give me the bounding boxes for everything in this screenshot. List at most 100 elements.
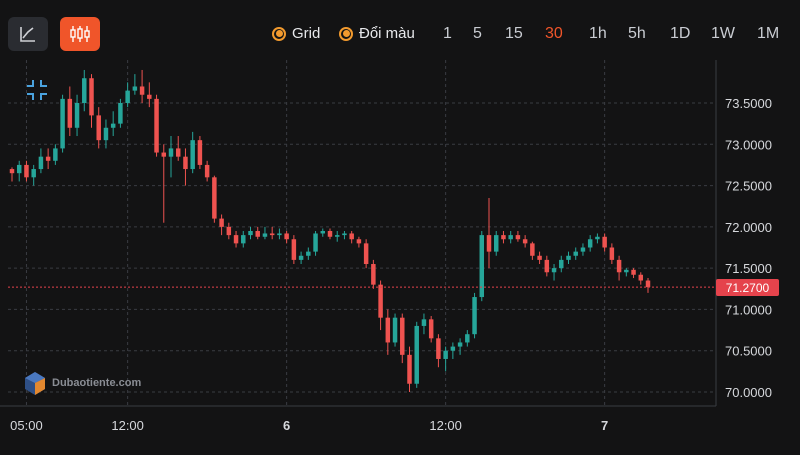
timeframe-15[interactable]: 15: [505, 25, 523, 42]
candle: [378, 284, 383, 318]
line-chart-icon: [20, 27, 35, 42]
candle: [67, 98, 73, 128]
candle: [356, 239, 362, 244]
candle: [414, 325, 419, 384]
candle: [219, 218, 224, 227]
candle: [197, 140, 203, 165]
candle: [624, 269, 629, 273]
candle: [298, 255, 304, 260]
timeframe-1[interactable]: 1: [443, 25, 452, 42]
candle: [522, 239, 528, 244]
candle: [472, 297, 477, 335]
grid-toggle[interactable]: Grid: [272, 25, 320, 42]
candle: [407, 354, 412, 384]
candle: [486, 235, 492, 252]
candle: [147, 94, 152, 99]
y-tick-label: 70.5000: [725, 344, 772, 359]
candle: [400, 317, 405, 355]
x-tick-label: 05:00: [10, 418, 43, 433]
candle: [241, 235, 246, 244]
fullscreen-icon[interactable]: [25, 78, 49, 102]
candle: [306, 251, 311, 256]
candle: [580, 247, 586, 252]
timeframe-1w[interactable]: 1W: [711, 25, 735, 42]
candle: [284, 233, 289, 240]
candle: [277, 233, 282, 236]
candle: [154, 98, 159, 153]
timeframe-30[interactable]: 30: [545, 25, 563, 42]
candle: [183, 156, 188, 170]
candle: [60, 98, 65, 149]
candle: [479, 235, 485, 298]
candle: [566, 255, 571, 260]
candle: [74, 103, 80, 128]
candlestick-button[interactable]: [60, 17, 100, 51]
candle: [24, 164, 29, 178]
color-radio-icon: [339, 26, 353, 41]
timeframe-5h[interactable]: 5h: [628, 25, 646, 42]
chart-toolbar: Grid Đổi màu 1 5 15 30 1h 5h 1D 1W 1M: [0, 0, 800, 70]
timeframe-5[interactable]: 5: [473, 25, 482, 42]
candle: [16, 164, 22, 174]
y-tick-label: 72.5000: [725, 179, 772, 194]
candle: [537, 255, 542, 260]
candle: [631, 269, 636, 275]
color-toggle[interactable]: Đổi màu: [339, 25, 415, 42]
y-tick-label: 73.5000: [725, 96, 772, 111]
candle: [53, 148, 58, 161]
candle: [465, 334, 470, 343]
candle: [371, 264, 376, 285]
candle: [139, 86, 145, 95]
candle: [9, 169, 15, 174]
x-tick-label: 12:00: [429, 418, 462, 433]
color-label: Đổi màu: [359, 25, 415, 42]
candle: [255, 230, 260, 237]
candlestick-icon: [70, 26, 90, 42]
candle: [89, 78, 94, 116]
candle: [595, 236, 600, 240]
line-chart-button[interactable]: [8, 17, 48, 51]
timeframe-1h[interactable]: 1h: [589, 25, 607, 42]
candle: [212, 177, 217, 219]
candle: [551, 268, 557, 273]
candle: [313, 233, 318, 252]
candle: [616, 259, 622, 273]
y-tick-label: 71.0000: [725, 302, 772, 317]
watermark-logo-icon: [25, 372, 45, 395]
candle: [103, 127, 109, 141]
candle: [110, 123, 116, 128]
candle: [609, 247, 615, 260]
candle: [392, 317, 398, 343]
candle: [248, 230, 253, 236]
candle: [602, 236, 607, 248]
candle: [269, 233, 275, 236]
x-tick-label: 12:00: [111, 418, 144, 433]
candle: [587, 239, 593, 248]
candle: [450, 346, 456, 351]
candle: [96, 115, 101, 141]
candle: [421, 319, 427, 326]
timeframe-1m[interactable]: 1M: [757, 25, 780, 42]
candle: [385, 317, 391, 343]
candle: [436, 338, 441, 359]
y-tick-label: 70.0000: [725, 385, 772, 400]
x-tick-label: 7: [601, 418, 608, 433]
candle: [31, 169, 36, 178]
candle: [327, 230, 333, 237]
candle: [645, 280, 651, 288]
candle: [342, 233, 347, 236]
y-tick-label: 71.5000: [725, 261, 772, 276]
candle: [530, 243, 535, 256]
timeframe-1d[interactable]: 1D: [670, 25, 691, 42]
candle: [428, 319, 434, 339]
candle: [45, 156, 51, 161]
candle: [443, 350, 448, 359]
candle: [38, 156, 44, 170]
candle: [334, 235, 340, 237]
candle: [363, 243, 369, 265]
candle: [493, 235, 499, 252]
candle: [204, 164, 210, 178]
candle: [501, 235, 506, 240]
